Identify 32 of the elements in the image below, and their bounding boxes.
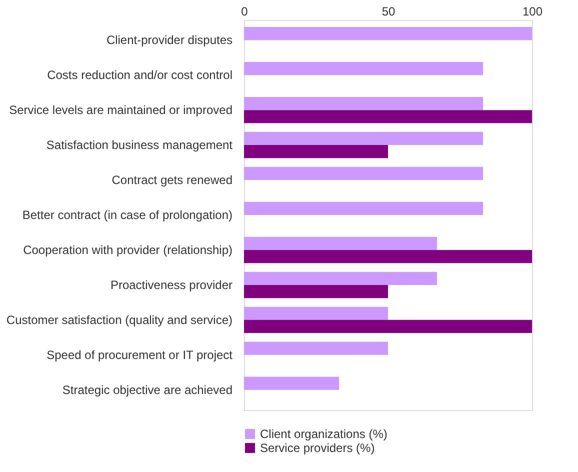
- bar: [244, 306, 388, 320]
- legend-label: Client organizations (%): [260, 427, 388, 441]
- bar: [244, 236, 437, 250]
- y-tick-label: Satisfaction business management: [46, 138, 234, 152]
- bar: [244, 62, 484, 76]
- bar: [244, 96, 484, 110]
- bar: [244, 202, 484, 215]
- y-tick-label: Proactiveness provider: [110, 278, 232, 292]
- y-tick-label: Customer satisfaction (quality and service): [6, 312, 232, 327]
- x-tick-label: 0: [241, 4, 248, 18]
- y-tick-label: Service levels are maintained or improved: [9, 103, 232, 118]
- bar: [244, 26, 532, 40]
- bar: [244, 250, 532, 264]
- legend-label: Service providers (%): [260, 441, 375, 455]
- x-tick-label: 100: [522, 4, 543, 18]
- y-tick-label: Contract gets renewed: [112, 173, 232, 188]
- y-tick-label: Better contract (in case of prolongation): [22, 208, 232, 222]
- y-tick-label: Strategic objective are achieved: [62, 382, 232, 397]
- bar: [244, 272, 437, 285]
- y-tick-label: Speed of procurement or IT project: [46, 348, 234, 362]
- bar: [244, 376, 340, 390]
- x-tick-label: 50: [382, 4, 396, 18]
- bar: [244, 320, 532, 334]
- bar: [244, 342, 388, 355]
- bar: [244, 145, 388, 158]
- bar: [244, 166, 484, 180]
- y-tick-label: Costs reduction and/or cost control: [47, 68, 232, 82]
- y-tick-label: Client-provider disputes: [106, 33, 232, 48]
- bar: [244, 132, 484, 146]
- bar: [244, 284, 388, 298]
- y-tick-label: Cooperation with provider (relationship): [23, 242, 233, 257]
- bar: [244, 110, 532, 124]
